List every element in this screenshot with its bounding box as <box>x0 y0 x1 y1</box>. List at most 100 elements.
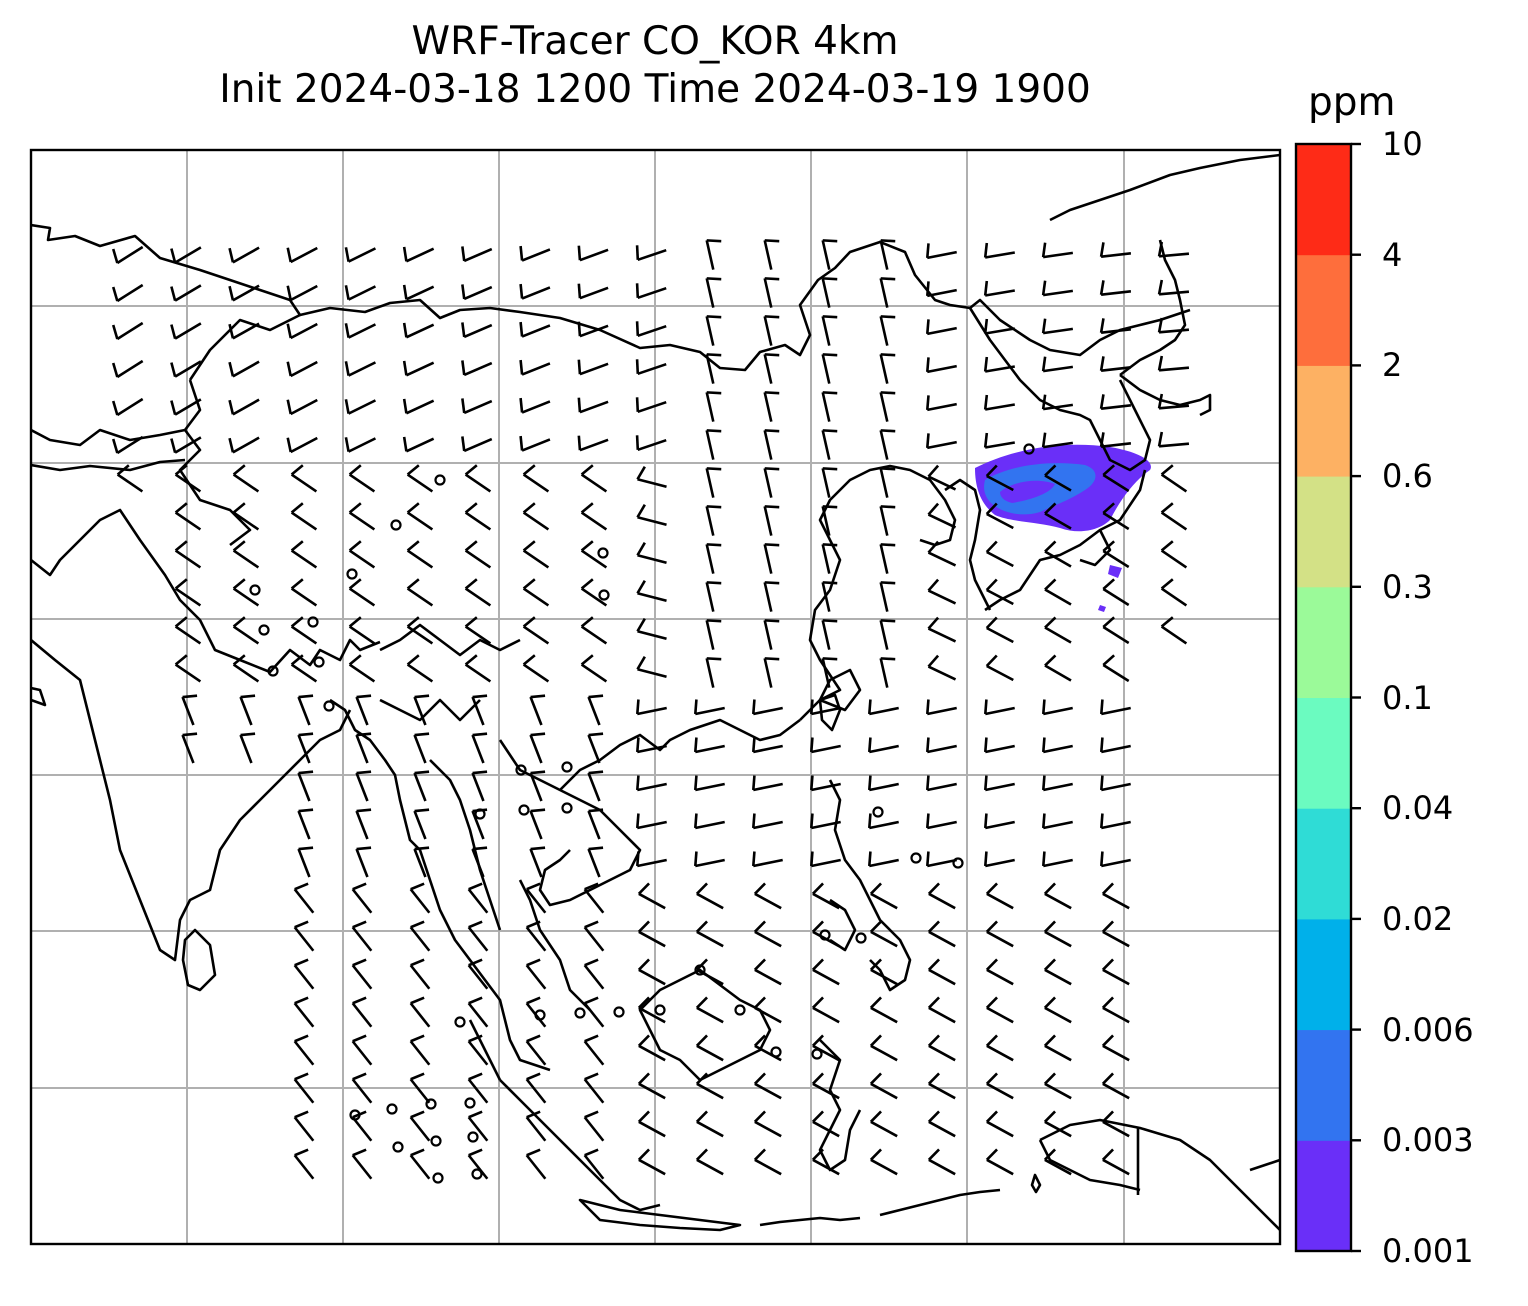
wind-barb-flag <box>530 846 546 851</box>
wind-barb-flag <box>232 616 246 628</box>
wind-barb-shaft <box>1102 1044 1130 1062</box>
wind-barb-shaft <box>521 286 551 300</box>
wind-barb-shaft <box>927 551 957 567</box>
wind-barb-flag <box>174 502 188 514</box>
wind-barb-flag <box>695 1110 708 1123</box>
wind-barb-flag <box>464 578 478 590</box>
wind-barb-flag <box>637 1072 650 1085</box>
wind-barb-shaft <box>763 468 773 498</box>
wind-barb-shaft <box>471 772 485 802</box>
wind-barb-flag <box>461 284 466 300</box>
wind-barb-shaft <box>587 810 601 840</box>
wind-barb-flag <box>174 654 188 666</box>
calm-wind-marker <box>1023 443 1035 455</box>
wind-barb-shaft <box>232 663 260 683</box>
wind-barb-flag <box>290 654 304 666</box>
wind-barb-shaft <box>637 820 667 830</box>
wind-barb-shaft <box>927 288 957 298</box>
calm-wind-marker <box>432 1172 444 1184</box>
wind-barb-flag <box>695 1148 708 1161</box>
wind-barb-flag <box>1102 464 1115 476</box>
wind-barb-flag <box>1100 851 1104 867</box>
wind-barb-flag <box>927 464 940 478</box>
calm-wind-marker <box>471 1168 483 1180</box>
wind-barb-flag <box>228 399 235 415</box>
wind-barb-flag <box>926 699 930 715</box>
wind-barb-shaft <box>754 1082 782 1100</box>
wind-barb-flag <box>810 775 814 791</box>
wind-barb-flag <box>925 243 930 259</box>
wind-barb-shaft <box>696 930 724 948</box>
wind-barb-shaft <box>1102 473 1130 493</box>
wind-barb-shaft <box>471 848 485 878</box>
wind-barb-shaft <box>637 478 667 488</box>
wind-barb-shaft <box>821 430 831 460</box>
wind-barb-shaft <box>637 516 667 526</box>
wind-barb-flag <box>294 1072 309 1081</box>
wind-barb-shaft <box>355 848 369 878</box>
wind-barb-shaft <box>174 284 202 302</box>
wind-barb-flag <box>1043 1148 1056 1161</box>
wind-barb-flag <box>410 882 425 891</box>
wind-barb-shaft <box>409 1154 431 1180</box>
wind-barb-flag <box>637 920 650 933</box>
wind-barb-shaft <box>348 511 376 531</box>
wind-barb-shaft <box>1044 968 1072 986</box>
wind-barb-flag <box>472 846 488 851</box>
wind-barb-flag <box>228 323 235 339</box>
wind-barb-shaft <box>638 1006 666 1024</box>
colorbar-unit-label: ppm <box>1308 80 1396 125</box>
wind-barb-shaft <box>347 285 377 301</box>
wind-barb-shaft <box>812 1082 840 1100</box>
wind-barb-shaft <box>811 782 841 792</box>
wind-barb-shaft <box>986 968 1014 986</box>
wind-barb-flag <box>170 286 177 302</box>
wind-barb-flag <box>636 504 646 518</box>
wind-barb-shaft <box>116 283 144 303</box>
colorbar-tick-label: 0.006 <box>1382 1010 1474 1049</box>
wind-barb-shaft <box>583 1154 605 1180</box>
wind-barb-flag <box>985 1072 998 1085</box>
wind-barb-flag <box>294 1034 309 1043</box>
wind-barb-shaft <box>409 964 431 990</box>
wind-barb-flag <box>810 699 814 715</box>
wind-barb-flag <box>1044 464 1057 477</box>
wind-barb-flag <box>706 429 722 433</box>
wind-barb-shaft <box>297 810 311 840</box>
wind-barb-flag <box>927 1072 940 1085</box>
wind-barb-flag <box>927 540 940 554</box>
wind-barb-flag <box>522 578 536 590</box>
wind-barb-shaft <box>405 247 435 263</box>
wind-barb-shaft <box>1043 858 1073 868</box>
wind-barb-shaft <box>879 240 889 270</box>
wind-barb-shaft <box>463 437 493 453</box>
wind-barb-shaft <box>409 1002 431 1028</box>
wind-barb-shaft <box>464 625 492 645</box>
wind-barb-flag <box>410 1034 425 1043</box>
wind-barb-shaft <box>696 1082 724 1100</box>
wind-barb-shaft <box>351 1116 373 1142</box>
wind-barb-flag <box>468 1148 483 1157</box>
wind-barb-flag <box>228 285 235 301</box>
wind-barb-flag <box>356 732 372 737</box>
wind-barb-flag <box>522 616 536 628</box>
wind-barb-flag <box>1099 394 1105 409</box>
wind-barb-shaft <box>1102 663 1130 683</box>
wind-barb-flag <box>1043 996 1056 1009</box>
wind-barb-flag <box>985 502 998 515</box>
wind-barb-flag <box>985 464 998 477</box>
wind-barb-shaft <box>297 734 311 764</box>
wind-barb-shaft <box>290 360 318 378</box>
wind-barb-shaft <box>870 1120 898 1138</box>
wind-barb-flag <box>1160 464 1174 476</box>
wind-barb-flag <box>290 540 304 552</box>
colorbar-tick-label: 2 <box>1382 346 1403 385</box>
wind-barb-shaft <box>525 1040 547 1066</box>
wind-barb-flag <box>414 694 430 699</box>
wind-barb-shaft <box>463 399 493 415</box>
wind-barb-shaft <box>413 696 427 726</box>
wind-barb-flag <box>927 1034 940 1047</box>
wind-barb-flag <box>706 467 722 471</box>
wind-barb-flag <box>519 397 524 413</box>
wind-barb-flag <box>637 958 650 971</box>
